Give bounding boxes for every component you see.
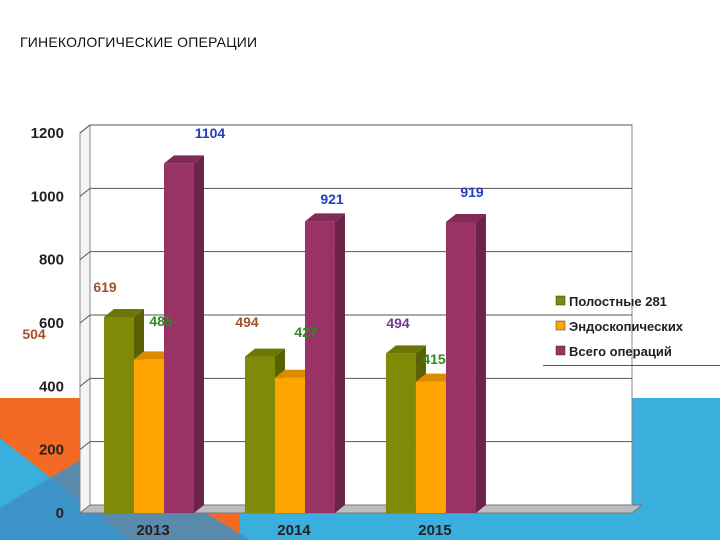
data-label: 427 — [294, 324, 318, 340]
bar-top — [164, 155, 204, 164]
y-tick-label: 600 — [39, 315, 64, 332]
data-label: 919 — [460, 184, 484, 200]
gridline-side — [79, 124, 91, 134]
y-tick-label: 1200 — [31, 125, 64, 142]
x-category-label: 2015 — [418, 522, 451, 539]
legend-underline — [543, 365, 720, 366]
bar-front — [274, 377, 305, 513]
bar-front — [445, 221, 476, 513]
data-label: 494 — [235, 314, 259, 330]
legend-swatch — [555, 345, 566, 356]
legend-entry: Эндоскопических — [569, 319, 684, 334]
bar-front — [385, 353, 416, 513]
gridline-side — [79, 441, 91, 451]
legend-entry: Полостные 281 — [569, 294, 667, 309]
bar — [164, 155, 204, 513]
data-label: 494 — [386, 315, 410, 331]
bar-side — [475, 213, 486, 513]
data-label: 1104 — [195, 125, 226, 141]
gridline-side — [79, 251, 91, 261]
bar-side — [194, 155, 204, 513]
x-category-label: 2014 — [277, 522, 311, 539]
bar-front — [304, 221, 335, 513]
legend-entry: Всего операций — [569, 344, 672, 359]
gridline-side — [79, 187, 91, 197]
bar-front — [164, 163, 194, 513]
bar-front — [244, 356, 275, 513]
bar-side — [334, 213, 345, 513]
legend-swatch — [555, 320, 566, 331]
bar-top — [104, 308, 144, 317]
data-label: 485 — [149, 313, 173, 329]
y-tick-label: 1000 — [31, 188, 64, 205]
bar-top — [244, 348, 285, 357]
bar-top — [304, 213, 345, 222]
bar — [304, 213, 345, 513]
y-tick-label: 800 — [39, 252, 64, 269]
y-tick-label: 0 — [56, 505, 64, 522]
bar-top — [385, 345, 426, 354]
bar-front — [134, 359, 164, 513]
gridline-side — [79, 314, 91, 324]
bar-front — [415, 381, 446, 513]
bar — [445, 213, 486, 513]
data-label: 921 — [320, 191, 344, 207]
bar-top — [445, 213, 486, 222]
data-label: 415 — [422, 351, 446, 367]
y-tick-label: 400 — [39, 378, 64, 395]
slide-title: ГИНЕКОЛОГИЧЕСКИЕ ОПЕРАЦИИ — [20, 34, 258, 50]
y-tick-label: 200 — [39, 442, 64, 459]
data-label: 619 — [93, 279, 117, 295]
legend-swatch — [555, 295, 566, 306]
bar-front — [104, 316, 134, 513]
x-category-label: 2013 — [136, 522, 169, 539]
data-label: 504 — [22, 326, 46, 342]
gridline-side — [79, 377, 91, 387]
